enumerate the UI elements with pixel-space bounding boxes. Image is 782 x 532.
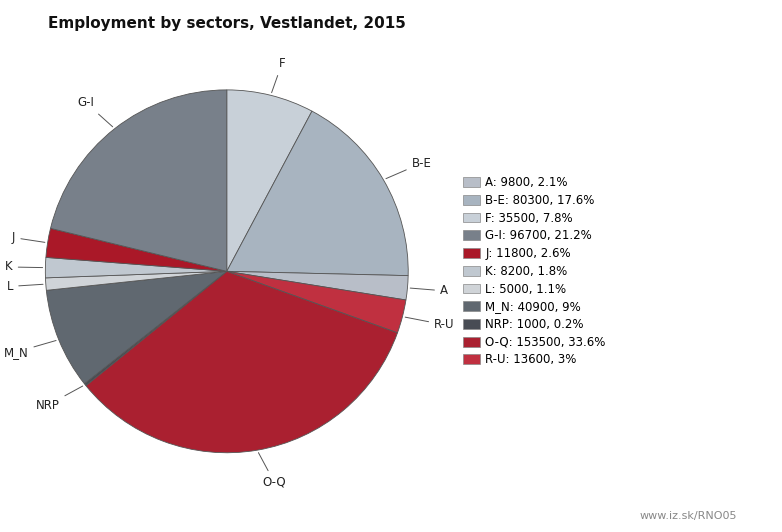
Text: G-I: G-I — [77, 96, 113, 127]
Title: Employment by sectors, Vestlandet, 2015: Employment by sectors, Vestlandet, 2015 — [48, 16, 406, 31]
Text: F: F — [271, 57, 285, 93]
Text: www.iz.sk/RNO05: www.iz.sk/RNO05 — [640, 511, 737, 521]
Wedge shape — [46, 228, 227, 271]
Wedge shape — [51, 90, 227, 271]
Text: B-E: B-E — [386, 157, 432, 179]
Wedge shape — [45, 271, 227, 290]
Text: NRP: NRP — [36, 386, 83, 412]
Text: K: K — [5, 261, 42, 273]
Legend: A: 9800, 2.1%, B-E: 80300, 17.6%, F: 35500, 7.8%, G-I: 96700, 21.2%, J: 11800, 2: A: 9800, 2.1%, B-E: 80300, 17.6%, F: 355… — [460, 173, 609, 370]
Wedge shape — [227, 271, 408, 300]
Wedge shape — [227, 90, 312, 271]
Wedge shape — [84, 271, 227, 386]
Wedge shape — [227, 111, 408, 276]
Text: L: L — [7, 280, 43, 293]
Wedge shape — [227, 271, 406, 333]
Text: O-Q: O-Q — [258, 453, 286, 489]
Text: R-U: R-U — [405, 317, 454, 331]
Wedge shape — [45, 257, 227, 278]
Text: A: A — [411, 284, 448, 297]
Wedge shape — [86, 271, 397, 453]
Text: M_N: M_N — [4, 340, 56, 359]
Wedge shape — [46, 271, 227, 384]
Text: J: J — [12, 231, 45, 244]
